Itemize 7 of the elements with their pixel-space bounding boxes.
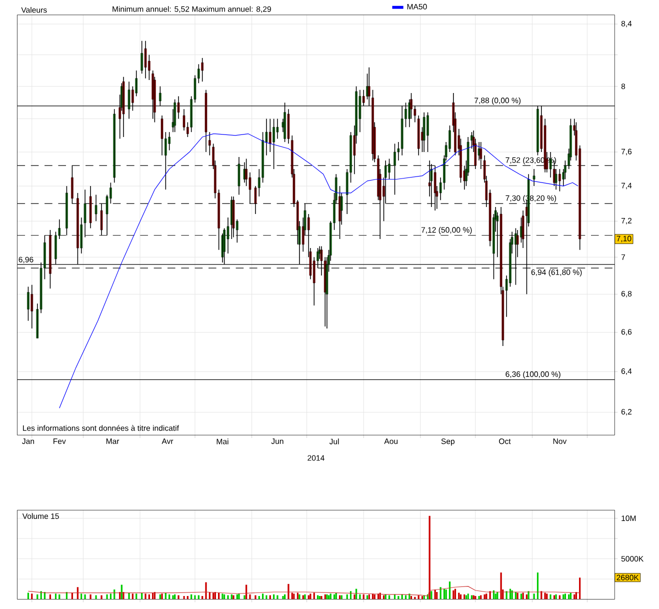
candlestick [426, 112, 429, 152]
candlestick [201, 58, 204, 82]
candlestick [558, 168, 561, 192]
candlestick [208, 132, 211, 156]
candlestick [532, 168, 536, 186]
candlestick [182, 108, 186, 131]
candlestick [276, 118, 279, 140]
